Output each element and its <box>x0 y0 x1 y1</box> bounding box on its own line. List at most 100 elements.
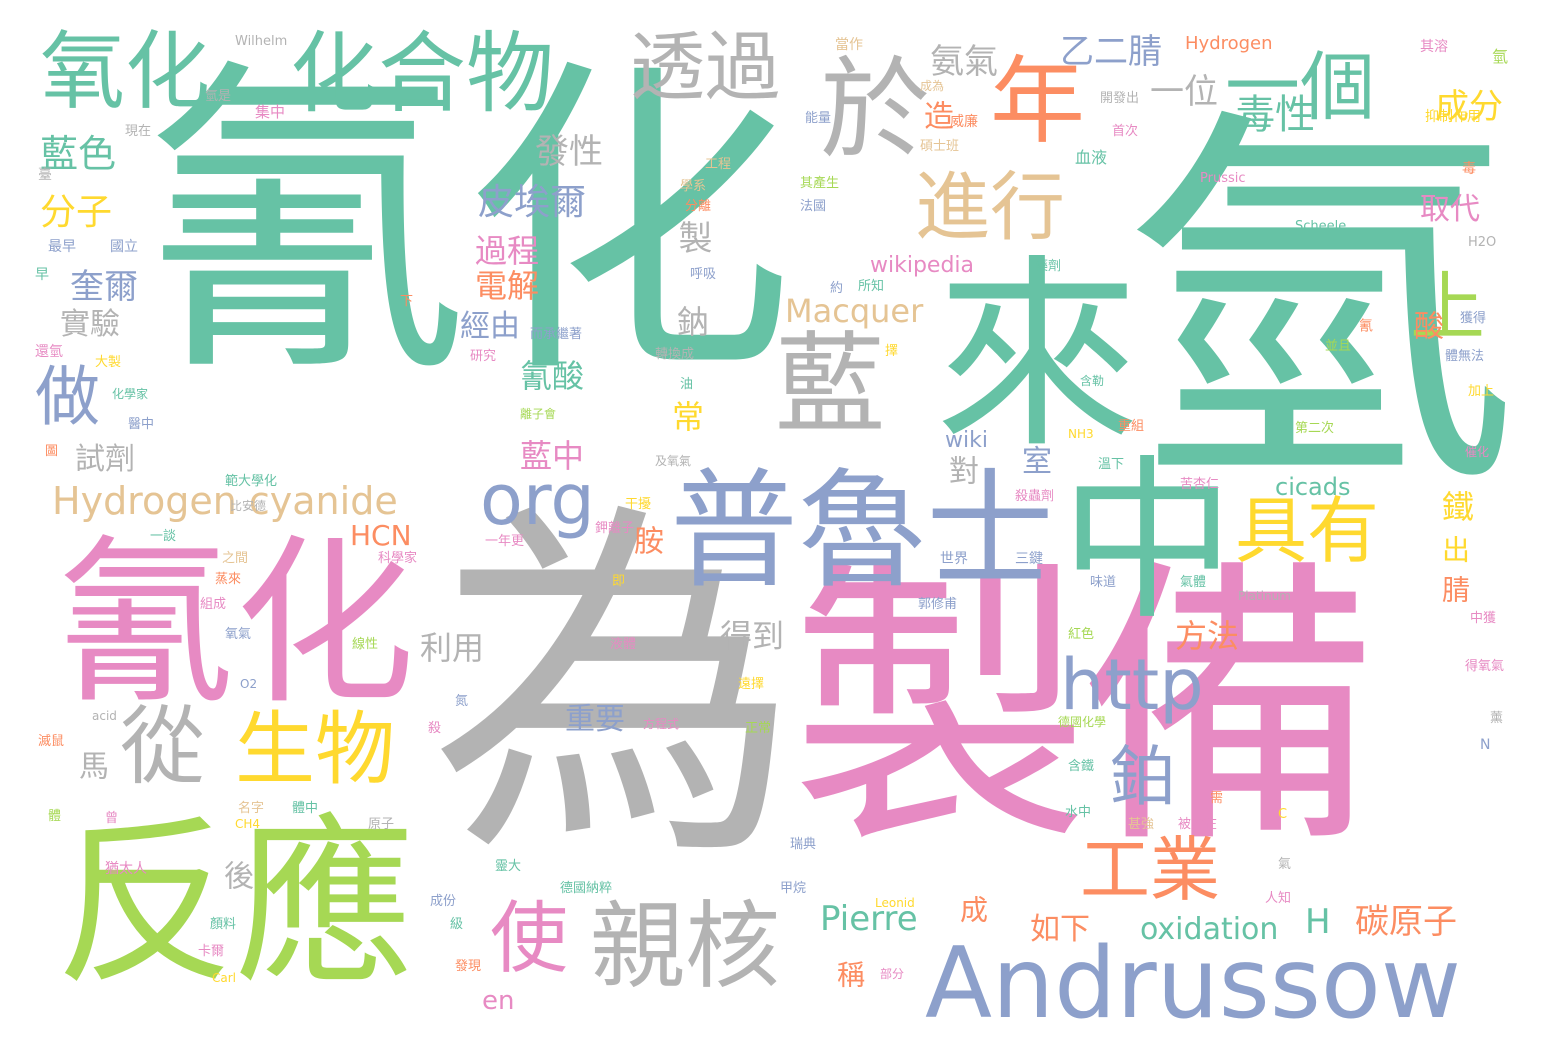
word: C <box>1278 807 1288 822</box>
word: 毒 <box>1462 161 1476 177</box>
word: NH3 <box>1068 427 1094 441</box>
word: 當作 <box>835 37 863 53</box>
word: 國立 <box>110 239 138 255</box>
word: 正常 <box>745 721 772 736</box>
word: 一位 <box>1150 72 1218 112</box>
word: 血液 <box>1075 148 1108 167</box>
word: 水中 <box>1065 805 1092 820</box>
word: 臺 <box>38 167 52 183</box>
word: 生物 <box>235 703 395 796</box>
word: 卡爾 <box>198 944 225 959</box>
word: 威廉 <box>950 114 978 130</box>
word: 藍 <box>775 321 885 449</box>
word: 分離 <box>685 199 712 214</box>
word: Macquer <box>785 292 924 330</box>
word: 紅色 <box>1068 627 1095 642</box>
word: 鈉 <box>672 305 710 336</box>
word: 從 <box>120 698 206 797</box>
word: 稱 <box>833 960 866 987</box>
word: 大製 <box>95 355 122 370</box>
word: CH4 <box>235 817 261 831</box>
word: 一個 <box>1225 43 1376 131</box>
word: 電解 <box>475 267 540 305</box>
word: 約 <box>830 281 844 296</box>
word: 胺 <box>628 525 663 554</box>
word: 擇 <box>885 344 899 359</box>
word: 集中 <box>255 103 286 121</box>
word: 加上 <box>1468 384 1495 399</box>
word: 體中 <box>292 801 319 816</box>
word: N <box>1480 737 1491 753</box>
word: 含勒 <box>1080 374 1105 388</box>
word: Hydrogen <box>1185 33 1273 54</box>
word: 及氧氣 <box>655 454 692 468</box>
word: 溫下 <box>1098 457 1125 472</box>
word: 氣體 <box>1180 575 1207 590</box>
word: 味道 <box>1090 575 1117 590</box>
word: 下 <box>400 294 414 309</box>
word: 一談 <box>150 529 177 544</box>
word: HCN <box>350 519 412 552</box>
word: 方程式 <box>643 717 680 731</box>
word: 鐵 <box>1437 490 1475 521</box>
word: 線性 <box>352 637 379 652</box>
word: 碩士班 <box>920 139 960 154</box>
word: 法國 <box>800 199 827 214</box>
word: 範大學化 <box>225 474 278 489</box>
word: cicads <box>1275 473 1351 501</box>
word: 藍色 <box>40 132 117 176</box>
word: 猶太人 <box>105 861 147 877</box>
word: 部分 <box>880 967 905 981</box>
word: 具有 <box>1235 489 1380 573</box>
word: 年 <box>990 47 1086 157</box>
word: 來 <box>935 238 1140 476</box>
word: 分子 <box>40 192 113 233</box>
word: 化合物 <box>290 22 555 125</box>
word: 進行 <box>915 163 1066 251</box>
word: 對 <box>943 455 978 484</box>
word: 氰酸 <box>520 357 585 395</box>
word: 被於在 <box>1178 817 1218 832</box>
word: 利用 <box>420 629 485 667</box>
word: H2O <box>1468 235 1497 250</box>
word: 馬 <box>73 750 108 779</box>
word: 之間 <box>222 551 249 566</box>
word: 需 <box>1210 791 1224 806</box>
word: 能量 <box>805 111 832 126</box>
word: wiki <box>945 428 988 453</box>
word: 藍中 <box>520 437 585 475</box>
word: 滅鼠 <box>38 734 65 749</box>
word: 圖 <box>45 444 59 459</box>
word: 酸 <box>1408 310 1443 339</box>
word: 即 <box>612 574 626 589</box>
word: 最早 <box>48 239 76 255</box>
word: 發性 <box>535 132 603 172</box>
word: 其溶 <box>1420 39 1448 55</box>
word: 氧氣 <box>225 627 252 642</box>
word: Andrussow <box>925 927 1461 1041</box>
word: 中獲 <box>1470 611 1497 626</box>
word: 普魯士 <box>670 457 1055 606</box>
word: 做 <box>35 360 101 435</box>
word: 離子會 <box>520 407 557 421</box>
word: 苦杏仁 <box>1180 477 1220 492</box>
word: 氰化 <box>140 33 794 417</box>
word: acid <box>92 709 117 723</box>
word: 氫 <box>1053 95 1513 471</box>
word: 催化 <box>1465 445 1490 459</box>
word: 氨氣 <box>930 42 998 82</box>
word: oxidation <box>1140 912 1279 947</box>
word: 製備 <box>790 535 1380 884</box>
word: 出 <box>1438 535 1471 562</box>
word: 化學家 <box>112 387 149 401</box>
word: 毒性 <box>1235 92 1315 138</box>
word: Scheele <box>1295 219 1347 234</box>
word: 其產生 <box>800 176 840 191</box>
word: 反應 <box>55 800 416 1009</box>
word: 造 <box>918 100 953 129</box>
word: 人知 <box>1265 891 1292 906</box>
word: 中 <box>1060 441 1235 644</box>
word: 透過 <box>630 23 781 111</box>
word: 成分 <box>1435 87 1503 127</box>
